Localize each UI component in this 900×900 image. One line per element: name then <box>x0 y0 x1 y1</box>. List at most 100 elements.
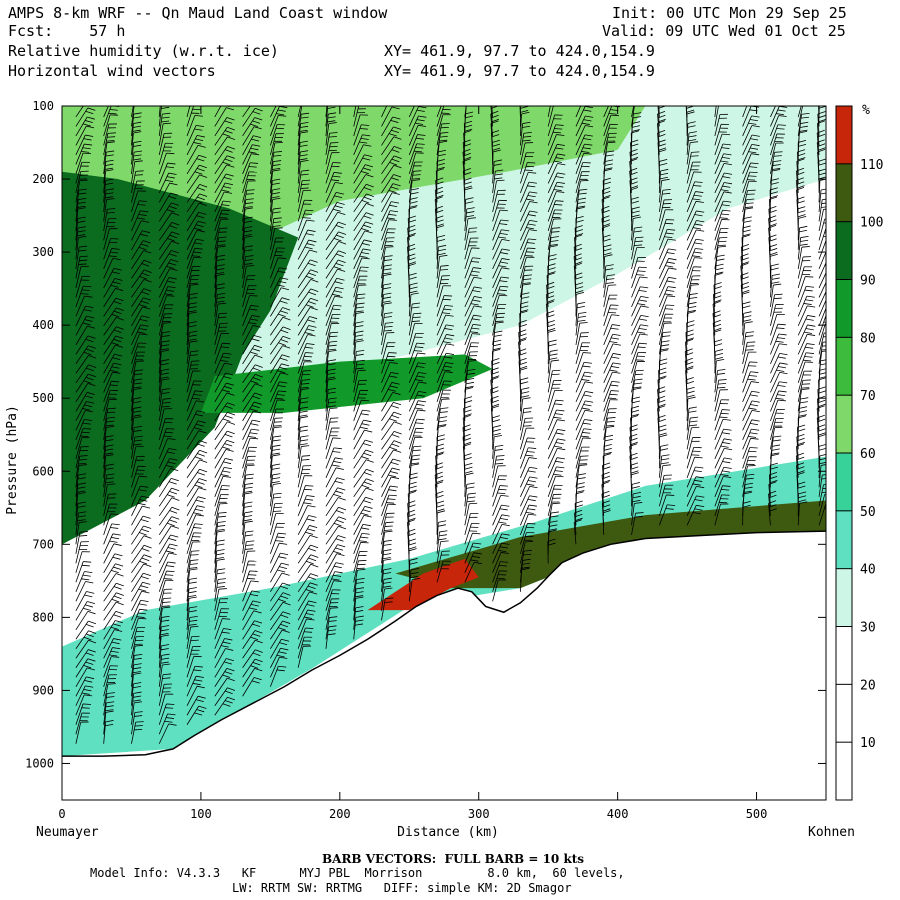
barb-flag <box>633 387 642 390</box>
barb-flag <box>822 345 826 347</box>
barb-staff <box>214 648 226 668</box>
barb-flag <box>820 188 826 191</box>
barb-flag <box>193 251 202 254</box>
barb-column-4 <box>186 106 208 725</box>
barb-flag <box>382 300 391 303</box>
barb-flag <box>133 667 142 670</box>
barb-flag <box>391 129 399 134</box>
barb-flag <box>280 97 288 99</box>
barb-flag <box>216 283 225 286</box>
barb-flag <box>391 106 400 110</box>
barb-flag <box>801 246 810 248</box>
barb-flag <box>355 367 364 370</box>
barb-flag <box>302 217 311 219</box>
barb-flag <box>85 661 94 665</box>
barb-flag <box>750 423 759 426</box>
barb-flag <box>272 207 282 210</box>
barb-flag <box>631 214 640 218</box>
barb-flag <box>278 598 287 603</box>
barb-staff <box>520 486 531 507</box>
barb-flag <box>327 391 336 394</box>
barb-flag <box>335 562 344 565</box>
barb-column-9 <box>325 103 347 649</box>
barb-flag <box>244 501 253 504</box>
barb-flag <box>252 348 261 352</box>
barb-flag <box>438 425 446 428</box>
barb-staff <box>158 212 172 232</box>
barb-flag <box>822 341 826 343</box>
barb-flag <box>768 238 777 242</box>
barb-column-12 <box>406 106 427 602</box>
barb-flag <box>575 290 584 294</box>
barb-flag <box>356 306 365 309</box>
barb-flag <box>168 262 177 266</box>
barb-column-0 <box>75 106 97 744</box>
barb-flag <box>134 102 142 103</box>
barb-flag <box>111 313 120 318</box>
barb-flag <box>111 641 120 645</box>
barb-flag <box>217 525 226 527</box>
barb-flag <box>188 334 197 337</box>
barb-flag <box>304 246 313 250</box>
barb-flag <box>328 103 336 104</box>
barb-staff <box>492 180 497 203</box>
barb-flag <box>276 394 285 396</box>
barb-flag <box>191 255 200 257</box>
barb-flag <box>253 335 262 338</box>
barb-flag <box>724 172 733 175</box>
barb-flag <box>631 413 640 417</box>
barb-staff <box>75 208 79 231</box>
barb-staff <box>436 314 447 336</box>
barb-flag <box>546 291 554 295</box>
barb-flag <box>363 472 372 476</box>
barb-flag <box>355 596 364 599</box>
barb-flag <box>333 172 342 174</box>
barb-flag <box>388 474 397 478</box>
barb-flag <box>302 379 311 381</box>
barb-flag <box>556 134 565 136</box>
barb-flag <box>817 158 826 162</box>
barb-flag <box>576 292 585 295</box>
barb-flag <box>418 381 427 384</box>
barb-staff <box>325 379 329 402</box>
barb-staff <box>381 106 388 118</box>
barb-flag <box>142 581 151 585</box>
barb-flag <box>250 162 259 164</box>
barb-flag <box>280 329 289 334</box>
barb-staff <box>158 351 162 374</box>
barb-flag <box>408 548 417 552</box>
barb-flag <box>689 296 698 299</box>
barb-flag <box>115 287 124 292</box>
barb-flag <box>583 352 592 354</box>
barb-flag <box>691 284 700 286</box>
barb-staff <box>103 372 113 393</box>
barb-flag <box>496 316 505 319</box>
barb-flag <box>383 296 392 299</box>
barb-flag <box>308 272 316 277</box>
barb-staff <box>103 170 106 193</box>
barb-flag <box>526 451 535 453</box>
barb-staff <box>492 524 503 545</box>
barb-flag <box>529 201 538 204</box>
barb-flag <box>494 434 503 438</box>
barb-flag <box>108 112 117 115</box>
barb-flag <box>105 439 114 442</box>
barb-flag <box>690 416 699 419</box>
barb-flag <box>439 530 448 533</box>
barb-staff <box>186 285 191 307</box>
barb-flag <box>82 703 92 705</box>
barb-flag <box>134 654 143 656</box>
barb-staff <box>547 361 552 383</box>
barb-staff <box>75 667 88 687</box>
barb-flag <box>574 272 583 276</box>
barb-flag <box>745 335 754 337</box>
barb-flag <box>526 198 535 201</box>
barb-flag <box>462 158 471 162</box>
barb-flag <box>465 381 474 385</box>
barb-flag <box>407 243 416 248</box>
barb-staff <box>131 106 135 127</box>
barb-flag <box>88 354 97 359</box>
barb-flag <box>160 661 169 664</box>
barb-flag <box>81 431 90 434</box>
barb-flag <box>383 273 392 276</box>
